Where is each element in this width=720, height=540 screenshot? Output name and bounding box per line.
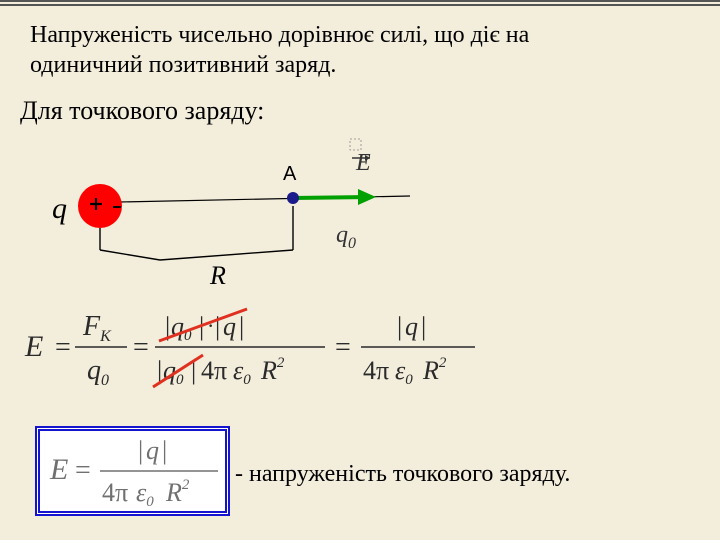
- num-q-final: q: [405, 312, 418, 341]
- abs8: |: [421, 312, 426, 341]
- q0-label: q0: [336, 222, 356, 252]
- bracket-bl: [100, 250, 160, 260]
- den2-R: R2: [422, 355, 447, 385]
- box-eq: =: [75, 455, 91, 486]
- box-R: R2: [165, 477, 190, 507]
- test-charge: [287, 192, 299, 204]
- deriv-q0a: q0: [87, 355, 109, 389]
- definition-text: Напруженість чисельно дорівнює силі, що …: [30, 20, 529, 80]
- e-vector-arrowhead: [358, 189, 376, 205]
- box-label: - напруженість точкового заряду.: [235, 461, 570, 488]
- definition-line2: одиничний позитивний заряд.: [30, 52, 336, 78]
- den2-4pi: 4π: [363, 356, 389, 385]
- charge-label: q: [52, 192, 67, 225]
- deriv-Fk: FK: [82, 311, 112, 345]
- derivation-formula: E = FK q0 = | q0 | · | q | | q0 | 4π ε0 …: [25, 301, 545, 396]
- point-a-label: A: [283, 163, 297, 185]
- abs7: |: [397, 312, 402, 341]
- bracket-br: [160, 250, 293, 260]
- boxed-formula-svg: E = | q | 4π ε0 R2: [40, 431, 225, 511]
- boxed-formula: E = | q | 4π ε0 R2: [35, 426, 230, 516]
- box-abs1: |: [138, 436, 143, 465]
- den-q0: q0: [163, 356, 184, 388]
- slide: Напруженість чисельно дорівнює силі, що …: [0, 0, 720, 540]
- den2-eps: ε0: [395, 356, 413, 388]
- num-q0: q0: [171, 312, 192, 344]
- box-abs2: |: [162, 436, 167, 465]
- deriv-E: E: [24, 330, 43, 363]
- den-eps: ε0: [233, 356, 251, 388]
- abs4: |: [239, 312, 244, 341]
- box-q: q: [146, 436, 159, 465]
- eq2: =: [133, 332, 149, 363]
- definition-line1: Напруженість чисельно дорівнює силі, що …: [30, 22, 529, 48]
- point-charge-diagram: q A q0 R: [40, 156, 460, 296]
- den-R: R2: [260, 355, 285, 385]
- box-4pi: 4π: [102, 478, 128, 507]
- abs3: |: [215, 312, 220, 341]
- for-point-charge: Для точкового заряду:: [20, 96, 264, 126]
- den-4pi: 4π: [201, 356, 227, 385]
- box-eps: ε0: [136, 478, 154, 510]
- cdot: ·: [207, 313, 214, 338]
- box-E: E: [49, 453, 68, 486]
- eq3: =: [335, 332, 351, 363]
- r-label: R: [209, 261, 226, 290]
- eq1: =: [55, 332, 71, 363]
